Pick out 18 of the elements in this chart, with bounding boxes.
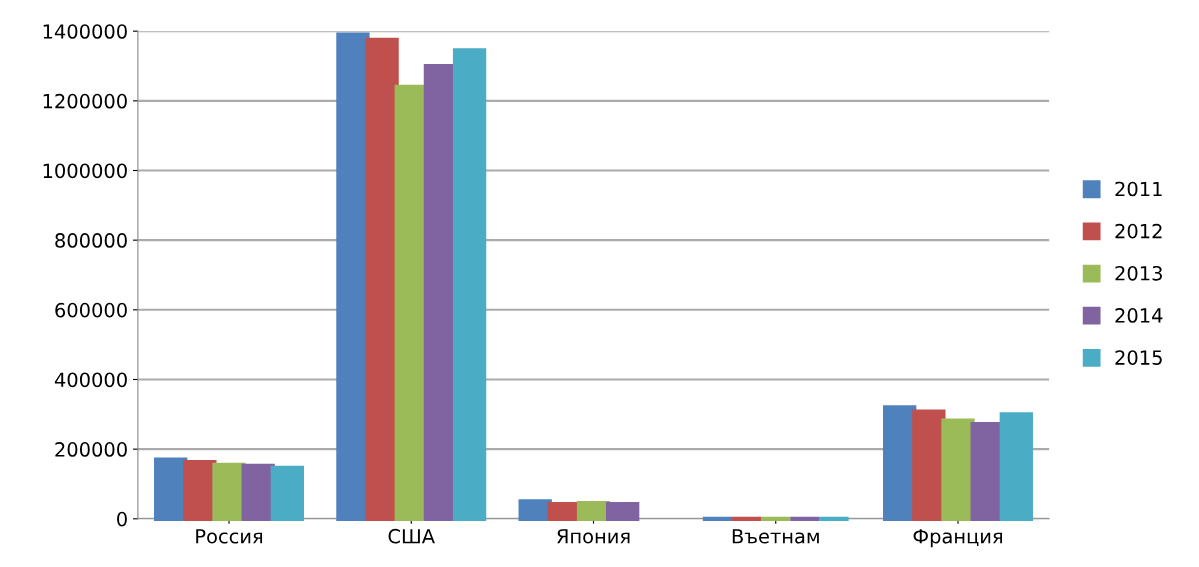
y-tick-label: 1000000 xyxy=(43,163,127,179)
x-tick-label: Франция xyxy=(913,529,1002,548)
y-tick-label: 400000 xyxy=(54,372,127,388)
y-tick-label: 1400000 xyxy=(43,24,127,39)
x-tick-label: США xyxy=(388,528,435,544)
legend-label: 2014 xyxy=(1115,308,1163,323)
legend-label: 2011 xyxy=(1115,181,1162,197)
y-tick-label: 800000 xyxy=(55,233,127,248)
legend-label: 2013 xyxy=(1115,265,1162,281)
y-tick-label: 0 xyxy=(117,511,127,527)
y-tick-label: 200000 xyxy=(55,442,127,457)
x-tick-label: Въетнам xyxy=(732,529,819,544)
y-tick-label: 1200000 xyxy=(43,93,127,109)
x-tick-label: Россия xyxy=(196,529,263,544)
legend-label: 2015 xyxy=(1115,350,1162,365)
y-tick-label: 600000 xyxy=(55,302,127,318)
legend-label: 2012 xyxy=(1115,223,1162,239)
x-tick-label: Япония xyxy=(557,529,630,544)
